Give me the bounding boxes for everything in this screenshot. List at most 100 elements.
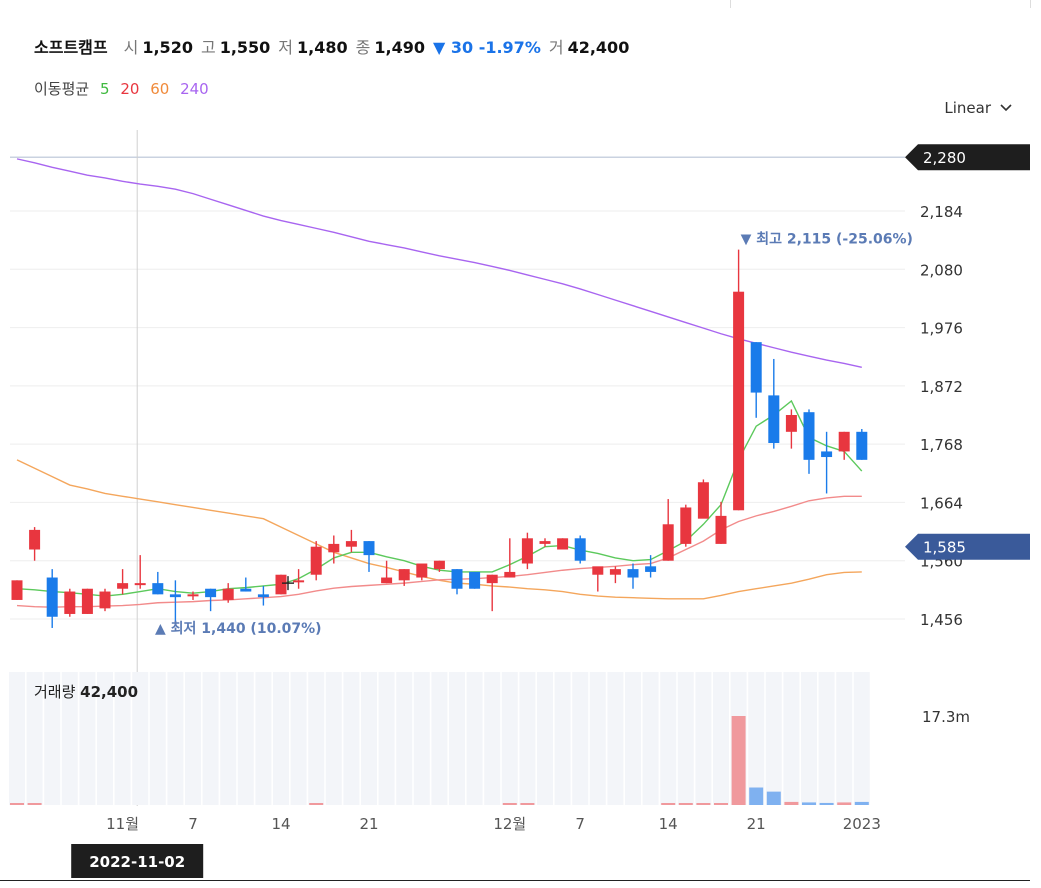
candle-body <box>416 563 428 578</box>
right-divider <box>1030 0 1031 8</box>
volume-slot <box>325 672 342 805</box>
candle <box>240 577 252 592</box>
volume-slot <box>501 672 518 805</box>
volume-slot <box>484 672 501 805</box>
low-annotation: ▲ 최저 1,440 (10.07%) <box>155 621 322 637</box>
candle-body <box>433 560 445 570</box>
x-tick-label: 2023 <box>843 815 881 833</box>
candle <box>539 538 551 547</box>
moving-average-legend: 이동평균 5 20 60 240 <box>34 78 215 99</box>
candle <box>803 409 815 474</box>
high-label: 고 <box>200 38 216 57</box>
candle <box>134 555 146 589</box>
volume-bar <box>714 803 728 805</box>
candle-body <box>627 569 639 578</box>
candle <box>768 358 780 449</box>
candle <box>222 583 234 603</box>
candle-body <box>521 538 533 564</box>
candle-body <box>768 395 780 444</box>
volume-slot <box>167 672 184 805</box>
volume-value: 42,400 <box>567 38 630 57</box>
volume-bar <box>854 801 869 805</box>
x-tick-label: 7 <box>188 815 198 833</box>
candle-body <box>856 431 868 460</box>
candle-body <box>169 594 181 598</box>
volume-bar <box>520 803 535 805</box>
candle-body <box>469 571 481 589</box>
ma20-legend: 20 <box>120 80 140 98</box>
candle-body <box>662 524 674 561</box>
candle-body <box>486 574 498 584</box>
candle-body <box>398 569 410 581</box>
x-tick-label: 12월 <box>493 815 526 833</box>
volume-slot <box>114 672 131 805</box>
candle <box>275 574 287 595</box>
last-price-tag <box>905 533 1030 560</box>
candle <box>293 569 305 589</box>
volume-bar <box>766 791 781 805</box>
candle <box>856 429 868 460</box>
x-tick-label: 7 <box>575 815 585 833</box>
scale-mode-dropdown[interactable]: Linear <box>944 99 1013 117</box>
candle <box>785 409 797 449</box>
candle-body <box>697 482 709 519</box>
candle <box>29 527 41 561</box>
candle <box>398 569 410 586</box>
volume-slot <box>26 672 43 805</box>
candle-body <box>750 342 762 393</box>
volume-label: 거 <box>548 38 564 57</box>
candle <box>838 431 850 460</box>
volume-slot <box>818 672 835 805</box>
candle <box>81 588 93 614</box>
candle-body <box>345 541 357 547</box>
candle-body <box>609 569 621 575</box>
candle-body <box>733 291 745 511</box>
volume-bar <box>661 803 676 805</box>
volume-bar <box>696 803 711 805</box>
low-label: 저 <box>278 38 294 57</box>
candle-body <box>99 591 111 609</box>
y-tick-label: 1,456 <box>920 611 963 629</box>
close-label: 종 <box>355 38 371 57</box>
candle-body <box>205 588 217 598</box>
close-value: 1,490 <box>374 38 425 57</box>
volume-slot <box>185 672 201 805</box>
candle <box>433 560 445 572</box>
volume-slot <box>97 672 113 805</box>
candle-body <box>11 580 23 600</box>
ma-legend-label: 이동평균 <box>34 80 90 98</box>
volume-bar <box>819 802 834 805</box>
crosshair-date-label: 2022-11-02 <box>89 853 185 871</box>
volume-slot <box>853 672 870 805</box>
reference-price-tag <box>905 144 1030 171</box>
candle-body <box>275 574 287 595</box>
candle <box>521 532 533 570</box>
y-tick-label: 1,768 <box>920 436 963 454</box>
crosshair-date-tag <box>71 844 204 878</box>
candle <box>697 479 709 519</box>
change-value: ▼ 30 -1.97% <box>432 38 541 57</box>
candle-body <box>803 412 815 460</box>
candle-body <box>81 588 93 614</box>
candle <box>99 588 111 612</box>
volume-bar <box>731 716 746 805</box>
volume-slot <box>61 672 78 805</box>
candle-body <box>645 566 657 572</box>
candle-body <box>821 451 833 458</box>
candle <box>169 580 181 623</box>
volume-slot <box>449 672 465 805</box>
candle <box>381 560 393 584</box>
volume-slot <box>748 672 765 805</box>
candle-body <box>539 541 551 544</box>
volume-bar <box>678 803 693 805</box>
volume-slot <box>607 672 624 805</box>
stock-name: 소프트캠프 <box>34 38 108 57</box>
candle <box>451 569 463 595</box>
volume-slot <box>378 672 395 805</box>
open-label: 시 <box>123 38 139 57</box>
y-tick-label: 1,664 <box>920 494 963 512</box>
volume-slot <box>9 672 25 805</box>
y-tick-label: 2,080 <box>920 261 963 279</box>
candle-body <box>310 546 322 575</box>
